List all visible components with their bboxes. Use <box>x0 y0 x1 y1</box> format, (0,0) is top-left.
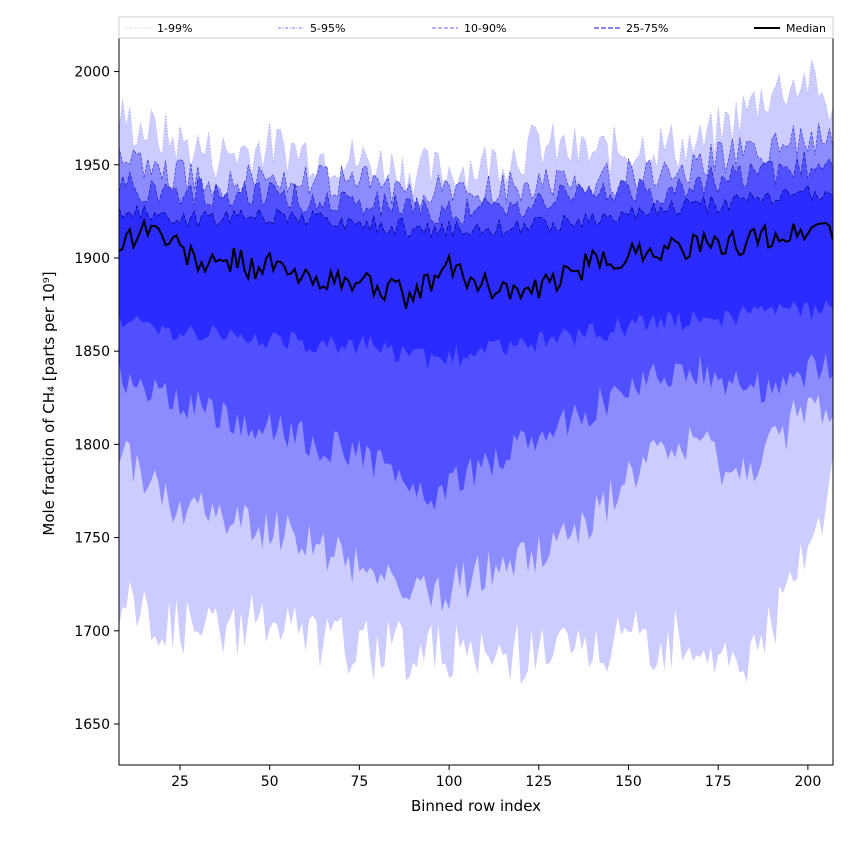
band-25-75% <box>119 185 833 370</box>
legend-label: 1-99% <box>157 22 192 35</box>
legend-label: 25-75% <box>626 22 668 35</box>
y-tick-label: 1750 <box>74 531 110 547</box>
y-tick-label: 1650 <box>74 717 110 733</box>
x-tick-label: 125 <box>525 774 552 790</box>
legend-label: Median <box>786 22 826 35</box>
x-axis-label: Binned row index <box>411 797 541 815</box>
band-upper-line-1-99% <box>119 59 833 196</box>
y-tick-label: 2000 <box>74 65 110 81</box>
plot-area <box>119 59 833 684</box>
y-tick-label: 1950 <box>74 158 110 174</box>
legend-label: 10-90% <box>464 22 506 35</box>
x-tick-label: 50 <box>261 774 279 790</box>
x-tick-label: 175 <box>705 774 732 790</box>
median-line <box>119 217 833 309</box>
legend-box <box>118 16 834 39</box>
legend: 1-99% 5-95% 10-90% 25-75% Median <box>118 16 834 39</box>
x-tick-label: 100 <box>436 774 463 790</box>
legend-label: 5-95% <box>310 22 345 35</box>
x-tick-label: 150 <box>615 774 642 790</box>
x-tick-label: 75 <box>350 774 368 790</box>
band-upper-line-10-90% <box>119 150 833 227</box>
x-tick-label: 25 <box>171 774 189 790</box>
y-tick-label: 1800 <box>74 437 110 453</box>
band-upper-line-25-75% <box>119 184 833 239</box>
band-upper-line-5-95% <box>119 122 833 209</box>
y-axis-label: Mole fraction of CH₄ [parts per 10⁹] <box>40 271 58 535</box>
y-tick-label: 1850 <box>74 344 110 360</box>
y-tick-label: 1900 <box>74 251 110 267</box>
y-tick-label: 1700 <box>74 624 110 640</box>
x-tick-label: 200 <box>795 774 822 790</box>
